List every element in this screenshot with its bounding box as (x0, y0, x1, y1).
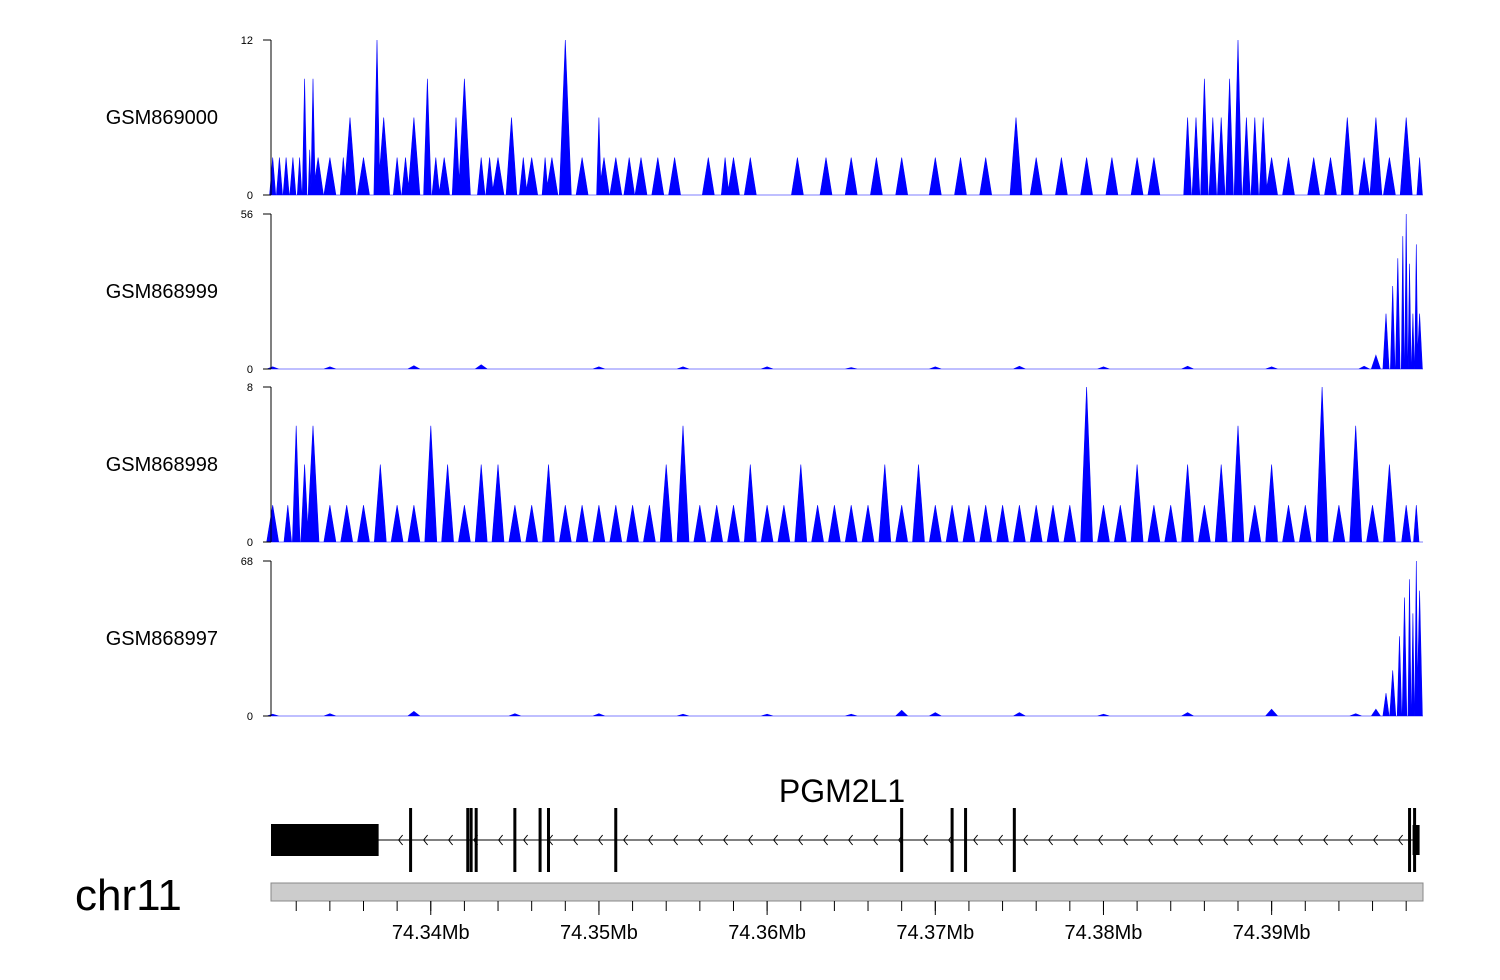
strand-arrow (1397, 834, 1404, 846)
strand-arrow (522, 834, 529, 846)
exon (538, 808, 542, 872)
track-GSM868998: 8 0 GSM868998 (106, 382, 1423, 549)
signal-area (266, 560, 1423, 717)
exon (1012, 808, 1016, 872)
exon (469, 808, 473, 872)
strand-arrow (772, 834, 779, 846)
exon (409, 808, 413, 872)
track-name: GSM868998 (106, 454, 218, 476)
strand-arrow (447, 834, 454, 846)
strand-arrow (1197, 834, 1204, 846)
strand-arrow (722, 834, 729, 846)
strand-arrow (972, 834, 979, 846)
strand-arrow (597, 834, 604, 846)
exon (546, 808, 550, 872)
strand-arrow (1072, 834, 1079, 846)
genome-axis: chr11 74.34Mb 74.35Mb 74.36Mb 74.37Mb 74.38M… (75, 871, 1424, 944)
strand-arrow (647, 834, 654, 846)
exon (466, 808, 470, 872)
strand-arrow (1097, 834, 1104, 846)
strand-arrow (1172, 834, 1179, 846)
strand-arrow (622, 834, 629, 846)
track-name: GSM869000 (106, 107, 218, 129)
strand-arrow (822, 834, 829, 846)
strand-arrow (1022, 834, 1029, 846)
track-name: GSM868997 (106, 628, 218, 650)
utr-block (271, 824, 379, 856)
y-min-label: 0 (247, 537, 253, 549)
exon (900, 808, 904, 872)
x-tick-label: 74.36Mb (728, 922, 806, 944)
strand-arrow (1322, 834, 1329, 846)
strand-arrow (672, 834, 679, 846)
strand-arrow (872, 834, 879, 846)
exon (964, 808, 968, 872)
strand-arrow (1272, 834, 1279, 846)
strand-arrow (497, 834, 504, 846)
signal-area (266, 386, 1423, 543)
x-tick-label: 74.35Mb (560, 922, 638, 944)
y-max-label: 8 (247, 382, 253, 394)
exon-end-block (1412, 825, 1420, 855)
track-GSM869000: 12 0 GSM869000 (106, 35, 1423, 202)
y-max-label: 56 (241, 209, 253, 221)
strand-arrow (422, 834, 429, 846)
exon (474, 808, 478, 872)
exon (614, 808, 618, 872)
exon (513, 808, 517, 872)
gene-track: PGM2L1 (271, 773, 1420, 872)
strand-arrow (1122, 834, 1129, 846)
x-tick-label: 74.38Mb (1065, 922, 1143, 944)
strand-arrow (797, 834, 804, 846)
y-max-label: 68 (241, 556, 253, 568)
strand-arrow (572, 834, 579, 846)
strand-arrows (397, 834, 1404, 846)
track-GSM868999: 56 0 GSM868999 (106, 209, 1423, 376)
strand-arrow (1147, 834, 1154, 846)
y-min-label: 0 (247, 190, 253, 202)
strand-arrow (922, 834, 929, 846)
strand-arrow (847, 834, 854, 846)
gene-name: PGM2L1 (779, 773, 905, 809)
track-name: GSM868999 (106, 281, 218, 303)
strand-arrow (1247, 834, 1254, 846)
x-tick-label: 74.37Mb (896, 922, 974, 944)
x-tick-label: 74.39Mb (1233, 922, 1311, 944)
x-tick-label: 74.34Mb (392, 922, 470, 944)
exon (950, 808, 954, 872)
y-max-label: 12 (241, 35, 253, 47)
y-min-label: 0 (247, 364, 253, 376)
strand-arrow (1372, 834, 1379, 846)
strand-arrow (1222, 834, 1229, 846)
minor-ticks (295, 901, 1407, 911)
y-min-label: 0 (247, 711, 253, 723)
signal-area (266, 213, 1423, 370)
strand-arrow (997, 834, 1004, 846)
track-GSM868997: 68 0 GSM868997 (106, 556, 1423, 723)
strand-arrow (1297, 834, 1304, 846)
signal-area (269, 39, 1423, 196)
signal-tracks: 12 0 GSM869000 56 0 GSM868999 8 0 GSM868998 68 0 GS… (106, 35, 1423, 723)
exon (1408, 808, 1412, 872)
chromosome-label: chr11 (75, 871, 182, 920)
strand-arrow (697, 834, 704, 846)
strand-arrow (747, 834, 754, 846)
strand-arrow (1047, 834, 1054, 846)
ideogram-bar (270, 882, 1424, 902)
strand-arrow (397, 834, 404, 846)
strand-arrow (1347, 834, 1354, 846)
